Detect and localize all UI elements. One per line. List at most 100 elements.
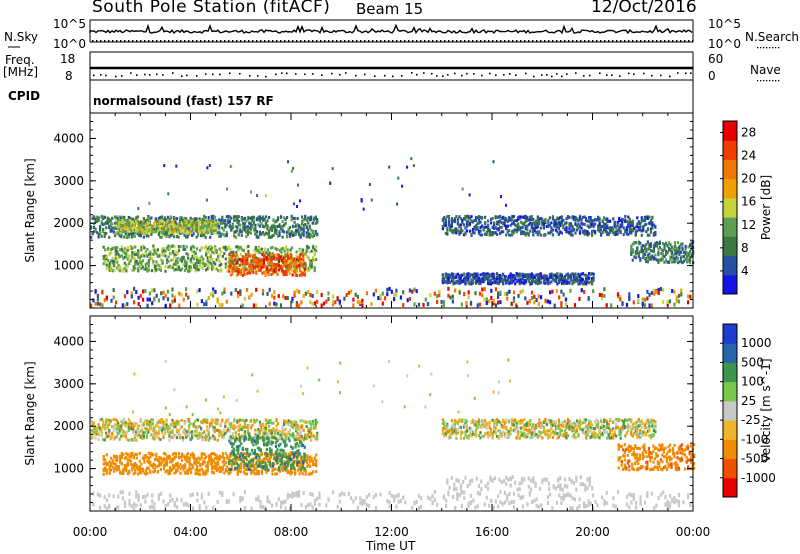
- heatmap-cell: [630, 253, 633, 256]
- heatmap-cell: [512, 229, 515, 233]
- heatmap-cell: [310, 249, 313, 253]
- heatmap-cell: [261, 288, 265, 293]
- heatmap-cell: [444, 280, 447, 284]
- heatmap-cell: [575, 278, 579, 282]
- heatmap-cell: [137, 222, 140, 225]
- heatmap-cell: [163, 219, 167, 223]
- heatmap-cell: [459, 217, 462, 221]
- heatmap-cell: [293, 225, 296, 229]
- heatmap-cell: [249, 216, 252, 220]
- heatmap-cell: [682, 250, 686, 254]
- heatmap-cell: [462, 277, 466, 281]
- heatmap-cell: [675, 248, 678, 252]
- colorbar-segment: [723, 159, 737, 180]
- heatmap-cell: [159, 268, 162, 272]
- heatmap-cell: [199, 248, 202, 252]
- heatmap-cell: [477, 279, 481, 282]
- heatmap-cell: [643, 252, 646, 256]
- heatmap-cell: [220, 262, 223, 266]
- heatmap-cell: [227, 219, 230, 222]
- heatmap-cell: [248, 226, 251, 230]
- nsearch-point: [188, 40, 190, 42]
- heatmap-cell: [199, 231, 202, 235]
- heatmap-cell: [637, 255, 640, 259]
- heatmap-cell: [521, 277, 524, 281]
- heatmap-cell: [197, 436, 200, 440]
- heatmap-cell: [242, 426, 245, 430]
- heatmap-cell: [622, 218, 625, 222]
- heatmap-cell: [142, 229, 145, 233]
- heatmap-cell: [502, 221, 505, 225]
- heatmap-cell: [160, 420, 164, 423]
- heatmap-cell: [636, 251, 639, 255]
- heatmap-cell: [271, 271, 275, 275]
- heatmap-cell: [175, 227, 178, 231]
- heatmap-cell: [254, 228, 257, 232]
- heatmap-cell: [291, 296, 294, 301]
- heatmap-cell: [686, 257, 689, 261]
- heatmap-cell: [170, 252, 173, 256]
- heatmap-cell: [480, 233, 484, 237]
- heatmap-cell: [125, 226, 128, 230]
- heatmap-cell: [245, 425, 248, 429]
- heatmap-cell: [196, 255, 199, 259]
- heatmap-cell: [186, 220, 189, 224]
- heatmap-cell: [217, 255, 220, 258]
- heatmap-cell: [443, 279, 446, 283]
- heatmap-cell: [529, 277, 532, 281]
- heatmap-cell: [307, 231, 310, 235]
- heatmap-cell: [651, 221, 654, 225]
- heatmap-cell: [269, 227, 272, 231]
- heatmap-cell: [565, 230, 568, 234]
- heatmap-cell: [97, 218, 100, 222]
- heatmap-cell: [96, 297, 99, 302]
- heatmap-cell: [631, 258, 634, 262]
- nsearch-point: [212, 40, 214, 42]
- heatmap-cell: [211, 265, 214, 269]
- heatmap-cell: [670, 260, 674, 264]
- nave-point: [495, 74, 497, 76]
- heatmap-cell: [127, 215, 130, 219]
- heatmap-cell: [544, 218, 547, 222]
- nave-point: [503, 73, 505, 76]
- heatmap-cell: [124, 227, 127, 231]
- heatmap-cell: [226, 187, 228, 191]
- heatmap-cell: [520, 232, 523, 236]
- heatmap-cell: [680, 288, 683, 293]
- nsearch-point: [460, 40, 462, 42]
- heatmap-cell: [153, 437, 156, 441]
- heatmap-cell: [201, 223, 204, 227]
- heatmap-cell: [463, 292, 466, 297]
- heatmap-cell: [464, 232, 467, 236]
- heatmap-cell: [459, 276, 462, 280]
- heatmap-cell: [297, 261, 300, 265]
- heatmap-cell: [558, 295, 561, 300]
- heatmap-cell: [130, 425, 133, 429]
- heatmap-cell: [477, 231, 481, 235]
- heatmap-cell: [311, 221, 314, 225]
- heatmap-cell: [235, 245, 238, 249]
- heatmap-cell: [111, 432, 114, 436]
- heatmap-cell: [256, 248, 259, 252]
- heatmap-cell: [193, 223, 196, 227]
- heatmap-cell: [134, 262, 137, 266]
- heatmap-cell: [220, 267, 223, 271]
- heatmap-cell: [511, 222, 514, 226]
- heatmap-cell: [206, 420, 209, 424]
- heatmap-cell: [592, 289, 595, 294]
- heatmap-cell: [589, 222, 592, 226]
- heatmap-cell: [140, 260, 143, 264]
- heatmap-cell: [205, 263, 208, 267]
- heatmap-cell: [568, 274, 571, 278]
- heatmap-cell: [290, 232, 293, 236]
- heatmap-cell: [192, 218, 195, 222]
- colorbar-tick-label: 16: [741, 195, 756, 209]
- heatmap-cell: [515, 273, 518, 277]
- nsearch-point: [292, 40, 294, 42]
- heatmap-cell: [648, 247, 651, 250]
- heatmap-cell: [93, 427, 96, 431]
- heatmap-cell: [444, 221, 447, 225]
- nave-point: [115, 75, 117, 78]
- heatmap-cell: [474, 274, 478, 278]
- heatmap-cell: [301, 248, 304, 252]
